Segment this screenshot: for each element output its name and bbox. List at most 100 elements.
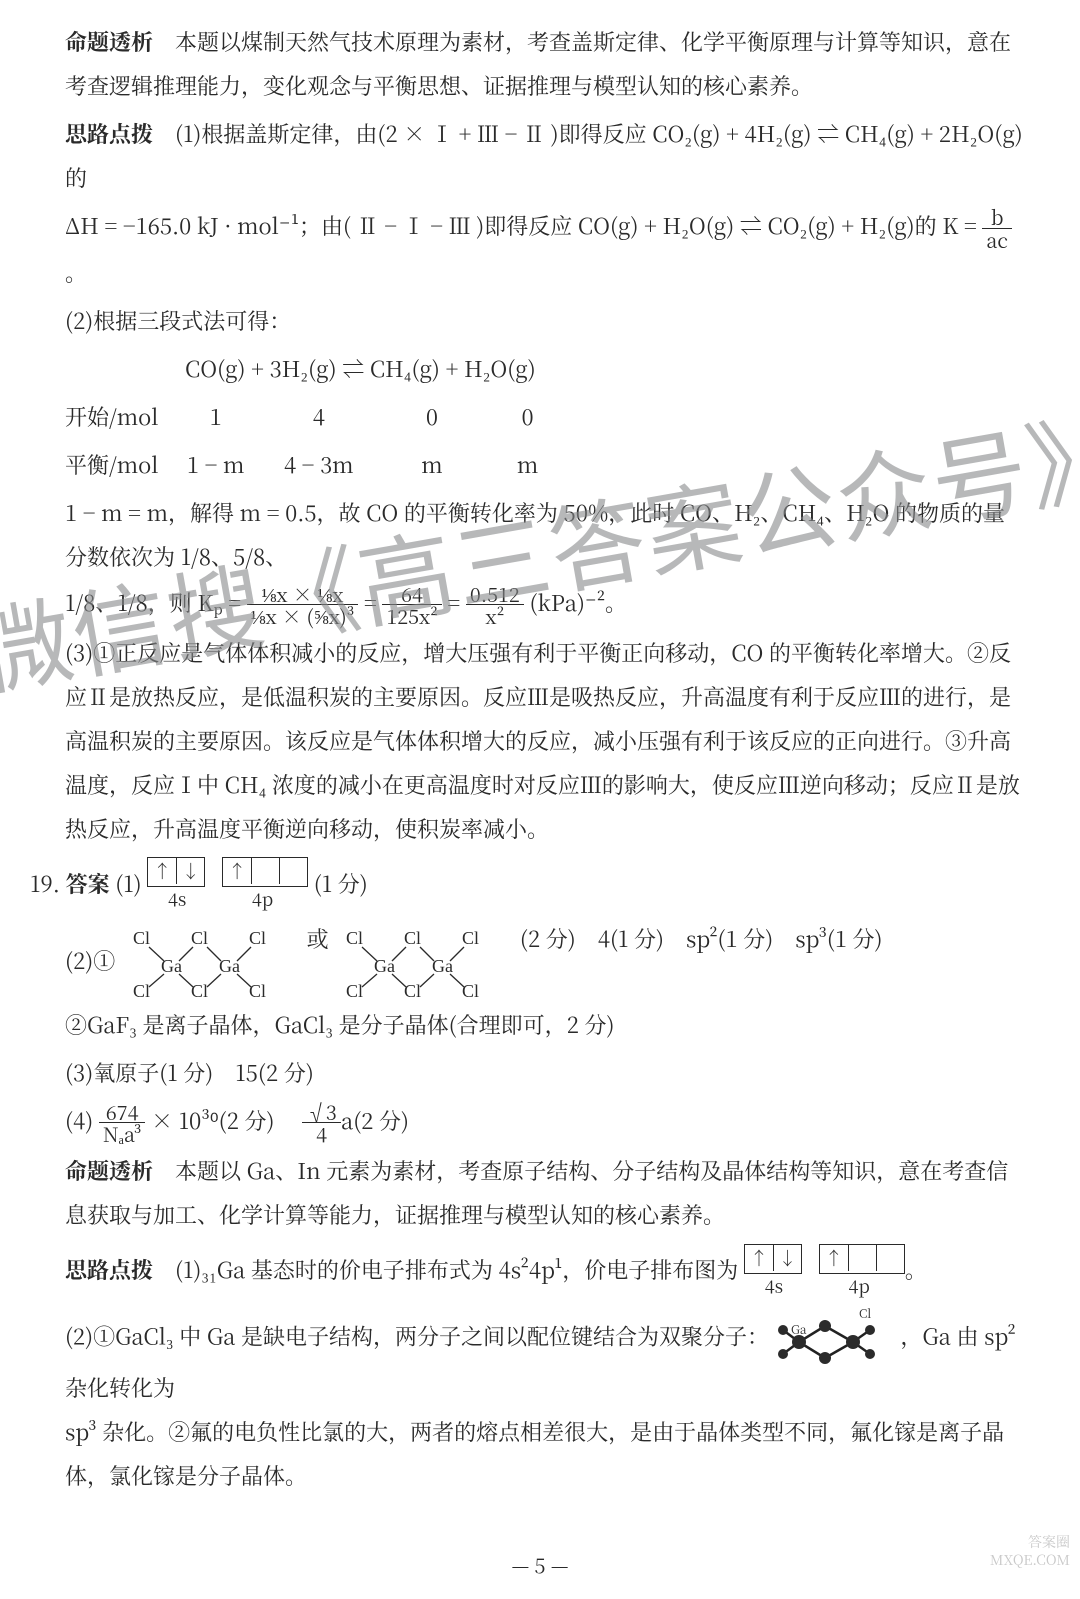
v: 0 <box>382 395 482 439</box>
svg-text:Cl: Cl <box>462 929 479 948</box>
orbital-label-4p: 4p <box>219 887 307 912</box>
stamp-line1: 答案圈 <box>990 1533 1070 1551</box>
eq: = <box>228 587 246 618</box>
q19-answer-line1: 19. 答案 (1) ↑↓ ↑ 4s 4p (1 分) <box>30 855 1025 918</box>
gacl-structure-a: Cl Cl Cl Ga Ga Cl Cl Cl <box>121 929 301 999</box>
svg-text:Ga: Ga <box>432 956 453 976</box>
orbital-box-4s: ↑↓ <box>147 857 205 887</box>
frac-sqrt3-4: √34 <box>302 1101 341 1146</box>
analysis-label: 命题透析 <box>65 1155 153 1186</box>
arrow-down-icon: ↓ <box>773 1245 801 1271</box>
eq: = <box>364 587 382 618</box>
fraction-b-over-ac: bac <box>982 206 1012 251</box>
q19-num: 19. <box>30 868 60 899</box>
analysis2-body: 本题以 Ga、In 元素为素材，考查原子结构、分子结构及晶体结构等知识，意在考查… <box>65 1155 1008 1230</box>
d: Nₐa³ <box>99 1122 146 1145</box>
svg-text:Ga: Ga <box>161 956 182 976</box>
orbital-box-4s: ↑↓ <box>744 1244 802 1274</box>
hint-body: (1)根据盖斯定律，由(2 × Ⅰ + Ⅲ − Ⅱ )即得反应 CO₂(g) +… <box>65 118 1023 193</box>
period: 。 <box>65 257 87 288</box>
svg-text:Ga: Ga <box>374 956 395 976</box>
d: 4 <box>302 1122 341 1145</box>
part-2-1: (2)① <box>65 945 115 976</box>
row-label: 开始/mol <box>65 395 170 439</box>
part3-text: (3)①正反应是气体体积减小的反应，增大压强有利于平衡正向移动，CO 的平衡转化… <box>65 631 1025 851</box>
row-label: 平衡/mol <box>65 443 170 487</box>
empty <box>251 858 279 884</box>
arrow-down-icon: ↓ <box>176 858 204 884</box>
part-4: (4) <box>65 1105 93 1136</box>
analysis-label: 命题透析 <box>65 26 153 57</box>
q19-2-2: ②GaF₃ 是离子晶体，GaCl₃ 是分子晶体(合理即可，2 分) <box>65 1003 1025 1047</box>
svg-text:Cl: Cl <box>249 981 266 999</box>
q19-3: (3)氧原子(1 分) 15(2 分) <box>65 1051 1025 1095</box>
v: 0 <box>488 395 568 439</box>
svg-text:Cl: Cl <box>191 981 208 999</box>
orbital-label-4s: 4s <box>744 1274 804 1299</box>
stamp-line2: MXQE.COM <box>990 1551 1070 1569</box>
page-number: — 5 — <box>0 1545 1080 1585</box>
d: ⅛x × (⅝x)³ <box>247 604 359 627</box>
analysis-1: 命题透析 本题以煤制天然气技术原理为素材，考查盖斯定律、化学平衡原理与计算等知识… <box>65 20 1025 108</box>
svg-text:Cl: Cl <box>133 981 150 999</box>
points-text: (2 分) 4(1 分) sp²(1 分) sp³(1 分) <box>520 923 883 954</box>
hint2-body: (1)₃₁Ga 基态时的价电子排布式为 4s²4p¹，价电子排布图为 <box>153 1254 738 1285</box>
part-1: (1) <box>115 868 141 899</box>
hint-1-line1: 思路点拨 (1)根据盖斯定律，由(2 × Ⅰ + Ⅲ − Ⅱ )即得反应 CO₂… <box>65 112 1025 200</box>
kp-frac2: 64125x² <box>382 583 441 628</box>
frac-den: ac <box>982 228 1012 251</box>
arrow-up-icon: ↑ <box>745 1245 773 1271</box>
text-a: (2)①GaCl₃ 中 Ga 是缺电子结构，两分子之间以配位键结合为双聚分子： <box>65 1321 769 1352</box>
answer-label: 答案 <box>66 868 110 899</box>
label-Ga: Ga <box>791 1321 807 1338</box>
hint-2-part2-2: sp³ 杂化。②氟的电负性比氯的大，两者的熔点相差很大，是由于晶体类型不同，氟化… <box>65 1410 1025 1498</box>
empty <box>279 858 307 884</box>
v: 1 − m <box>176 443 256 487</box>
v: 4 − 3m <box>261 443 376 487</box>
orbital-box-4p: ↑ <box>222 857 308 887</box>
hint-2-part2-1: (2)①GaCl₃ 中 Ga 是缺电子结构，两分子之间以配位键结合为双聚分子： … <box>65 1308 1025 1405</box>
ice-table: CO(g) + 3H₂(g) ⇌ CH₄(g) + H₂O(g) <box>185 347 1025 391</box>
svg-text:Cl: Cl <box>404 981 421 999</box>
analysis-body: 本题以煤制天然气技术原理为素材，考查盖斯定律、化学平衡原理与计算等知识，意在考查… <box>65 26 1011 101</box>
q19-4: (4) 674Nₐa³ × 10³⁰(2 分) √34a(2 分) <box>65 1099 1025 1146</box>
part2-header: (2)根据三段式法可得： <box>65 299 1025 343</box>
kp-lead: 1/8、1/8，则 K <box>65 587 213 618</box>
analysis-2: 命题透析 本题以 Ga、In 元素为素材，考查原子结构、分子结构及晶体结构等知识… <box>65 1149 1025 1237</box>
v: m <box>382 443 482 487</box>
eq: = <box>447 587 465 618</box>
dimer-molecule-icon: Ga Cl <box>775 1308 895 1370</box>
arrow-up-icon: ↑ <box>148 858 176 884</box>
kp-tail: (kPa)⁻²。 <box>529 587 627 618</box>
orbital-label-4p: 4p <box>815 1274 903 1299</box>
svg-text:Cl: Cl <box>346 929 363 948</box>
deltaH-text: ΔH = −165.0 kJ · mol⁻¹；由( Ⅱ − Ⅰ − Ⅲ )即得反… <box>65 210 982 241</box>
tail: a(2 分) <box>341 1105 409 1136</box>
svg-text:Cl: Cl <box>462 981 479 999</box>
points: (1 分) <box>314 868 368 899</box>
arrow-up-icon: ↑ <box>820 1245 848 1271</box>
svg-text:Cl: Cl <box>249 929 266 948</box>
part2-solve: 1 − m = m，解得 m = 0.5，故 CO 的平衡转化率为 50%，此时… <box>65 491 1025 579</box>
kp-line: 1/8、1/8，则 Kp = ⅛x × ⅛x⅛x × (⅝x)³ = 64125… <box>65 583 1025 628</box>
ice-start-row: 开始/mol 1 4 0 0 <box>65 395 1025 439</box>
svg-text:Cl: Cl <box>346 981 363 999</box>
label-Cl: Cl <box>859 1308 871 1322</box>
hint-label: 思路点拨 <box>65 1254 153 1285</box>
arrow-up-icon: ↑ <box>223 858 251 884</box>
frac-674: 674Nₐa³ <box>99 1101 146 1146</box>
kp-sub: p <box>213 599 222 619</box>
hint-2-line1: 思路点拨 (1)₃₁Ga 基态时的价电子排布式为 4s²4p¹，价电子排布图为 … <box>65 1241 1025 1304</box>
mid: × 10³⁰(2 分) <box>151 1105 296 1136</box>
gacl-structure-b: Cl Cl Cl Ga Ga Cl Cl Cl <box>334 929 514 999</box>
svg-text:Cl: Cl <box>133 929 150 948</box>
svg-text:Cl: Cl <box>191 929 208 948</box>
source-stamp: 答案圈 MXQE.COM <box>990 1533 1070 1569</box>
svg-text:Ga: Ga <box>219 956 240 976</box>
empty <box>876 1245 904 1271</box>
ice-eq-row: 平衡/mol 1 − m 4 − 3m m m <box>65 443 1025 487</box>
hint-1-line2: ΔH = −165.0 kJ · mol⁻¹；由( Ⅱ − Ⅰ − Ⅲ )即得反… <box>65 204 1025 295</box>
svg-text:Cl: Cl <box>404 929 421 948</box>
hint-label: 思路点拨 <box>65 118 153 149</box>
orbital-label-4s: 4s <box>147 887 207 912</box>
